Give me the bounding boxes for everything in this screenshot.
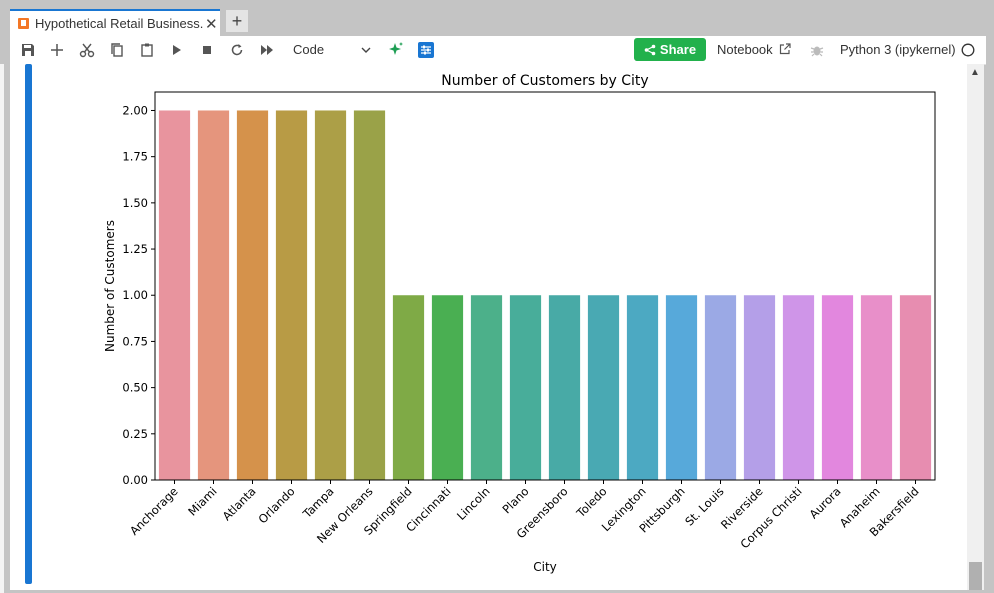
open-notebook-link[interactable]: Notebook xyxy=(717,36,791,64)
kernel-status-icon xyxy=(961,43,975,57)
property-inspector-icon[interactable] xyxy=(417,41,435,59)
bar-atlanta xyxy=(236,110,269,480)
add-cell-icon[interactable] xyxy=(50,43,64,57)
stop-icon[interactable] xyxy=(201,44,213,56)
x-tick-label: Anchorage xyxy=(127,484,181,538)
close-tab-icon[interactable]: ✕ xyxy=(205,15,218,33)
x-tick-label: Lincoln xyxy=(454,484,493,523)
bar-new-orleans xyxy=(353,110,386,480)
x-tick-label: Miami xyxy=(185,484,219,518)
scrollbar-thumb[interactable] xyxy=(969,562,982,590)
x-tick-label: Toledo xyxy=(573,484,610,521)
y-tick-label: 1.50 xyxy=(122,196,148,210)
share-icon xyxy=(644,44,656,55)
bar-orlando xyxy=(275,110,308,480)
bar-tampa xyxy=(314,110,347,480)
cell-type-select[interactable]: Code xyxy=(293,36,373,64)
restart-icon[interactable] xyxy=(230,43,244,57)
y-tick-label: 2.00 xyxy=(122,103,148,117)
x-tick-label: Orlando xyxy=(255,484,297,526)
y-tick-label: 1.00 xyxy=(122,288,148,302)
cut-icon[interactable] xyxy=(79,42,95,58)
save-icon[interactable] xyxy=(20,42,36,58)
new-tab-button[interactable]: + xyxy=(226,10,248,32)
notebook-icon xyxy=(18,18,29,29)
y-tick-label: 0.50 xyxy=(122,381,148,395)
tab-title: Hypothetical Retail Business.i xyxy=(35,16,203,31)
copy-icon[interactable] xyxy=(109,42,125,58)
sparkle-icon[interactable] xyxy=(387,41,405,59)
left-edge xyxy=(0,64,4,593)
plot-frame xyxy=(154,91,936,481)
bar-bakersfield xyxy=(899,295,932,480)
y-tick-label: 0.75 xyxy=(122,334,148,348)
chevron-down-icon[interactable] xyxy=(360,45,372,55)
x-tick-label: Aurora xyxy=(807,484,844,521)
bar-plano xyxy=(509,295,542,480)
x-axis-label: City xyxy=(533,560,557,574)
bug-icon[interactable] xyxy=(810,43,824,57)
bar-st-louis xyxy=(704,295,737,480)
bar-anchorage xyxy=(158,110,191,480)
x-tick-label: Atlanta xyxy=(220,484,259,523)
x-tick-label: Tampa xyxy=(299,484,336,521)
bar-anaheim xyxy=(860,295,893,480)
notebook-toolbar: Code Share Notebook Python 3 (ipykernel) xyxy=(10,36,986,65)
run-icon[interactable] xyxy=(171,44,183,56)
bar-greensboro xyxy=(548,295,581,480)
fast-forward-icon[interactable] xyxy=(260,44,274,56)
bar-lincoln xyxy=(470,295,503,480)
bar-riverside xyxy=(743,295,776,480)
y-tick-label: 1.75 xyxy=(122,150,148,164)
x-tick-label: Plano xyxy=(499,484,531,516)
cell-type-value: Code xyxy=(293,42,325,57)
bar-aurora xyxy=(821,295,854,480)
bar-cincinnati xyxy=(431,295,464,480)
y-axis-label: Number of Customers xyxy=(103,220,117,352)
bar-lexington xyxy=(626,295,659,480)
bar-pittsburgh xyxy=(665,295,698,480)
scroll-up-icon[interactable]: ▲ xyxy=(970,67,980,78)
kernel-name[interactable]: Python 3 (ipykernel) xyxy=(840,42,956,57)
external-link-icon xyxy=(780,43,791,55)
share-label: Share xyxy=(659,42,697,57)
notebook-label: Notebook xyxy=(717,42,773,57)
y-tick-label: 0.00 xyxy=(122,473,148,487)
tab-bar: Hypothetical Retail Business.i ✕ + xyxy=(0,0,994,36)
y-tick-label: 0.25 xyxy=(122,427,148,441)
notebook-tab[interactable]: Hypothetical Retail Business.i ✕ xyxy=(10,9,220,36)
vertical-scrollbar[interactable]: ▲ xyxy=(967,64,984,590)
notebook-content: Number of Customers by City 0.00 0.25 0.50 0… xyxy=(10,64,967,590)
paste-icon[interactable] xyxy=(139,42,155,58)
bar-corpus-christi xyxy=(782,295,815,480)
share-button[interactable]: Share xyxy=(634,38,706,61)
bar-springfield xyxy=(392,295,425,480)
active-cell-indicator[interactable] xyxy=(25,64,32,584)
chart-title: Number of Customers by City xyxy=(441,73,648,89)
bar-chart: Number of Customers by City 0.00 0.25 0.50 0… xyxy=(103,73,936,574)
bar-toledo xyxy=(587,295,620,480)
bar-miami xyxy=(197,110,230,480)
y-tick-label: 1.25 xyxy=(122,242,148,256)
